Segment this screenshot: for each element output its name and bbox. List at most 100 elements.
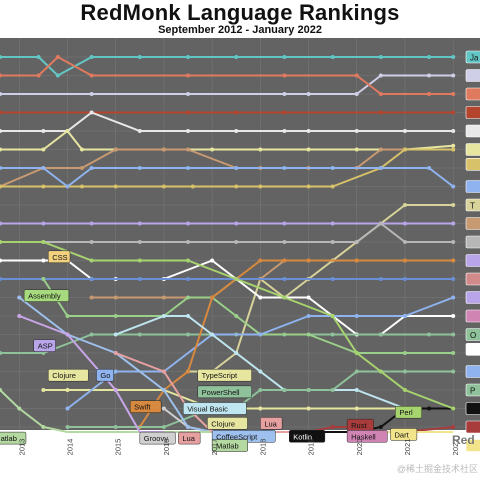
data-point (0, 184, 2, 189)
right-marker-box (465, 420, 480, 434)
series-label: Haskell (346, 430, 388, 443)
data-point (113, 295, 118, 300)
right-marker-box (465, 158, 480, 171)
data-point (113, 351, 118, 355)
right-marker (465, 291, 480, 304)
data-point (402, 147, 407, 152)
data-point (55, 55, 60, 59)
series-perl (0, 240, 456, 411)
data-point (378, 332, 383, 337)
x-axis-ticks: 2013 2014 2015 2016 2017 2018 2019 2020 2021 2022 (17, 439, 460, 456)
right-marker-box (465, 143, 480, 156)
data-point (113, 332, 118, 337)
data-point (41, 240, 46, 244)
data-point (402, 314, 407, 318)
data-point (89, 332, 94, 337)
data-point (210, 295, 215, 300)
data-point (210, 147, 215, 152)
data-point (451, 129, 456, 133)
x-tick-label: 2016 (162, 439, 171, 456)
series-label-text: Clojure (211, 419, 235, 428)
data-point (65, 332, 70, 337)
data-point (89, 92, 94, 96)
right-marker-text: P (470, 387, 475, 396)
data-point (186, 92, 191, 96)
data-point (0, 147, 2, 152)
data-point (137, 55, 142, 59)
data-point (427, 406, 432, 411)
right-marker-box (465, 365, 480, 378)
data-point (234, 221, 239, 226)
right-marker (465, 420, 480, 434)
right-marker-box (465, 124, 480, 138)
data-point (161, 314, 166, 318)
data-point (402, 203, 407, 207)
data-point (354, 73, 359, 78)
data-point (65, 406, 70, 411)
series-label-text: PowerShell (202, 388, 240, 397)
data-point (0, 388, 2, 392)
data-point (330, 55, 335, 59)
data-point (65, 314, 70, 318)
series-group (0, 55, 456, 433)
series-label: Go (96, 368, 114, 382)
data-point (161, 425, 166, 429)
data-point (234, 110, 239, 115)
right-marker (465, 217, 480, 230)
series-label: Clojure (47, 368, 89, 382)
data-point (451, 55, 456, 59)
data-point (113, 314, 118, 318)
series-line (0, 56, 454, 95)
right-marker: T (465, 198, 480, 212)
series-label-box (395, 405, 422, 419)
data-point (234, 166, 239, 170)
series-line (0, 222, 454, 243)
data-point (89, 110, 94, 115)
right-marker-box (465, 50, 480, 64)
series-label-box (197, 368, 252, 382)
right-marker (465, 106, 480, 119)
right-marker-box (465, 343, 480, 356)
series-label: Rust (346, 418, 374, 432)
x-tick-label: 2018 (258, 439, 267, 456)
series-label-text: Dart (395, 430, 410, 439)
data-point (17, 406, 22, 411)
data-point (451, 369, 456, 374)
series-line (42, 278, 454, 354)
data-point (161, 406, 166, 411)
right-marker (465, 309, 480, 323)
data-point (89, 73, 94, 78)
data-point (330, 184, 335, 189)
series-line-0 (0, 55, 456, 78)
right-marker-box (465, 180, 480, 193)
data-point (258, 147, 263, 152)
data-point (354, 314, 359, 318)
data-point (330, 388, 335, 392)
data-point (234, 55, 239, 59)
series-label-box (47, 250, 71, 264)
series-label: Groovy (139, 431, 176, 445)
series-label-box (178, 431, 201, 445)
series-label-box (197, 385, 252, 399)
data-point (282, 129, 287, 133)
data-point (354, 92, 359, 96)
data-point (186, 425, 191, 429)
data-point (402, 277, 407, 281)
data-point (451, 184, 456, 189)
x-tick-label: 2013 (17, 439, 26, 456)
data-point (89, 166, 94, 170)
right-marker-box (465, 439, 480, 452)
right-marker (465, 439, 480, 452)
data-point (306, 184, 311, 189)
series-label-box (23, 289, 70, 302)
data-point (17, 295, 22, 300)
label-group: CSS Assembly ASP Clojure Go TypeScript PowerSh… (0, 250, 422, 452)
series-label-text: ASP (38, 342, 53, 351)
series-label: Assembly (23, 289, 70, 302)
right-marker-text: T (470, 202, 475, 211)
data-point (41, 258, 46, 263)
series-label: Clojure (207, 417, 248, 430)
data-point (55, 73, 60, 78)
data-point (0, 351, 2, 355)
